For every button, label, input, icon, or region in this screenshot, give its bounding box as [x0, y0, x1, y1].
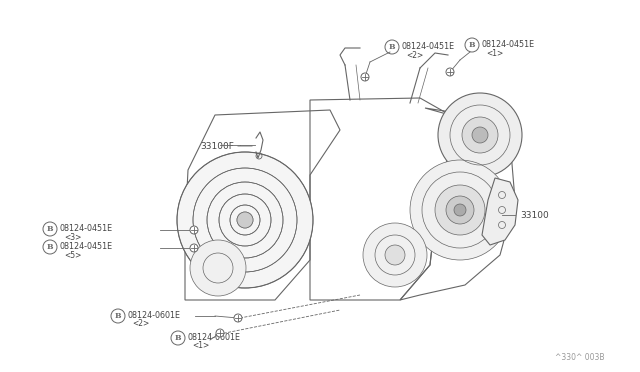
Circle shape: [234, 314, 242, 322]
Circle shape: [361, 73, 369, 81]
Circle shape: [190, 244, 198, 252]
Circle shape: [472, 127, 488, 143]
Text: 33100F: 33100F: [200, 141, 234, 151]
Text: <1>: <1>: [486, 48, 503, 58]
Circle shape: [190, 240, 246, 296]
Text: <1>: <1>: [192, 341, 209, 350]
Circle shape: [237, 212, 253, 228]
Circle shape: [446, 196, 474, 224]
Circle shape: [446, 68, 454, 76]
Circle shape: [410, 160, 510, 260]
Text: <5>: <5>: [64, 250, 81, 260]
Text: B: B: [388, 43, 396, 51]
Polygon shape: [482, 178, 518, 245]
Text: B: B: [115, 312, 121, 320]
Circle shape: [363, 223, 427, 287]
Text: 08124-0601E: 08124-0601E: [127, 311, 180, 320]
Text: 08124-0451E: 08124-0451E: [59, 224, 112, 232]
Text: B: B: [468, 41, 476, 49]
Text: 08124-0451E: 08124-0451E: [481, 39, 534, 48]
Circle shape: [462, 117, 498, 153]
Text: <3>: <3>: [64, 232, 81, 241]
Text: ^330^ 003B: ^330^ 003B: [555, 353, 605, 362]
Circle shape: [454, 204, 466, 216]
Text: B: B: [47, 225, 53, 233]
Text: 08124-0451E: 08124-0451E: [401, 42, 454, 51]
Text: <2>: <2>: [132, 320, 149, 328]
Text: B: B: [47, 243, 53, 251]
Text: 08124-0451E: 08124-0451E: [59, 241, 112, 250]
Circle shape: [385, 245, 405, 265]
Text: B: B: [175, 334, 181, 342]
Text: <2>: <2>: [406, 51, 423, 60]
Circle shape: [216, 329, 224, 337]
Text: 33100: 33100: [520, 211, 548, 219]
Text: 08124-0601E: 08124-0601E: [187, 333, 240, 341]
Circle shape: [190, 226, 198, 234]
Circle shape: [438, 93, 522, 177]
Circle shape: [177, 152, 313, 288]
Circle shape: [435, 185, 485, 235]
